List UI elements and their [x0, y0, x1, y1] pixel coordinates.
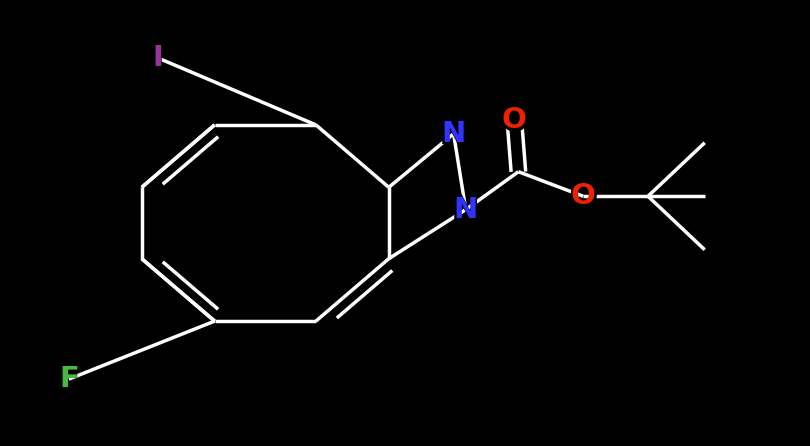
Text: O: O: [569, 179, 598, 213]
Text: O: O: [571, 182, 595, 210]
Text: N: N: [441, 120, 466, 148]
Text: I: I: [152, 44, 164, 72]
Text: O: O: [502, 107, 526, 134]
Text: O: O: [500, 103, 529, 137]
Text: I: I: [151, 41, 164, 75]
Text: F: F: [57, 362, 81, 396]
Text: F: F: [59, 365, 79, 393]
Text: N: N: [454, 196, 478, 223]
Text: N: N: [439, 117, 468, 151]
Text: N: N: [451, 193, 480, 227]
